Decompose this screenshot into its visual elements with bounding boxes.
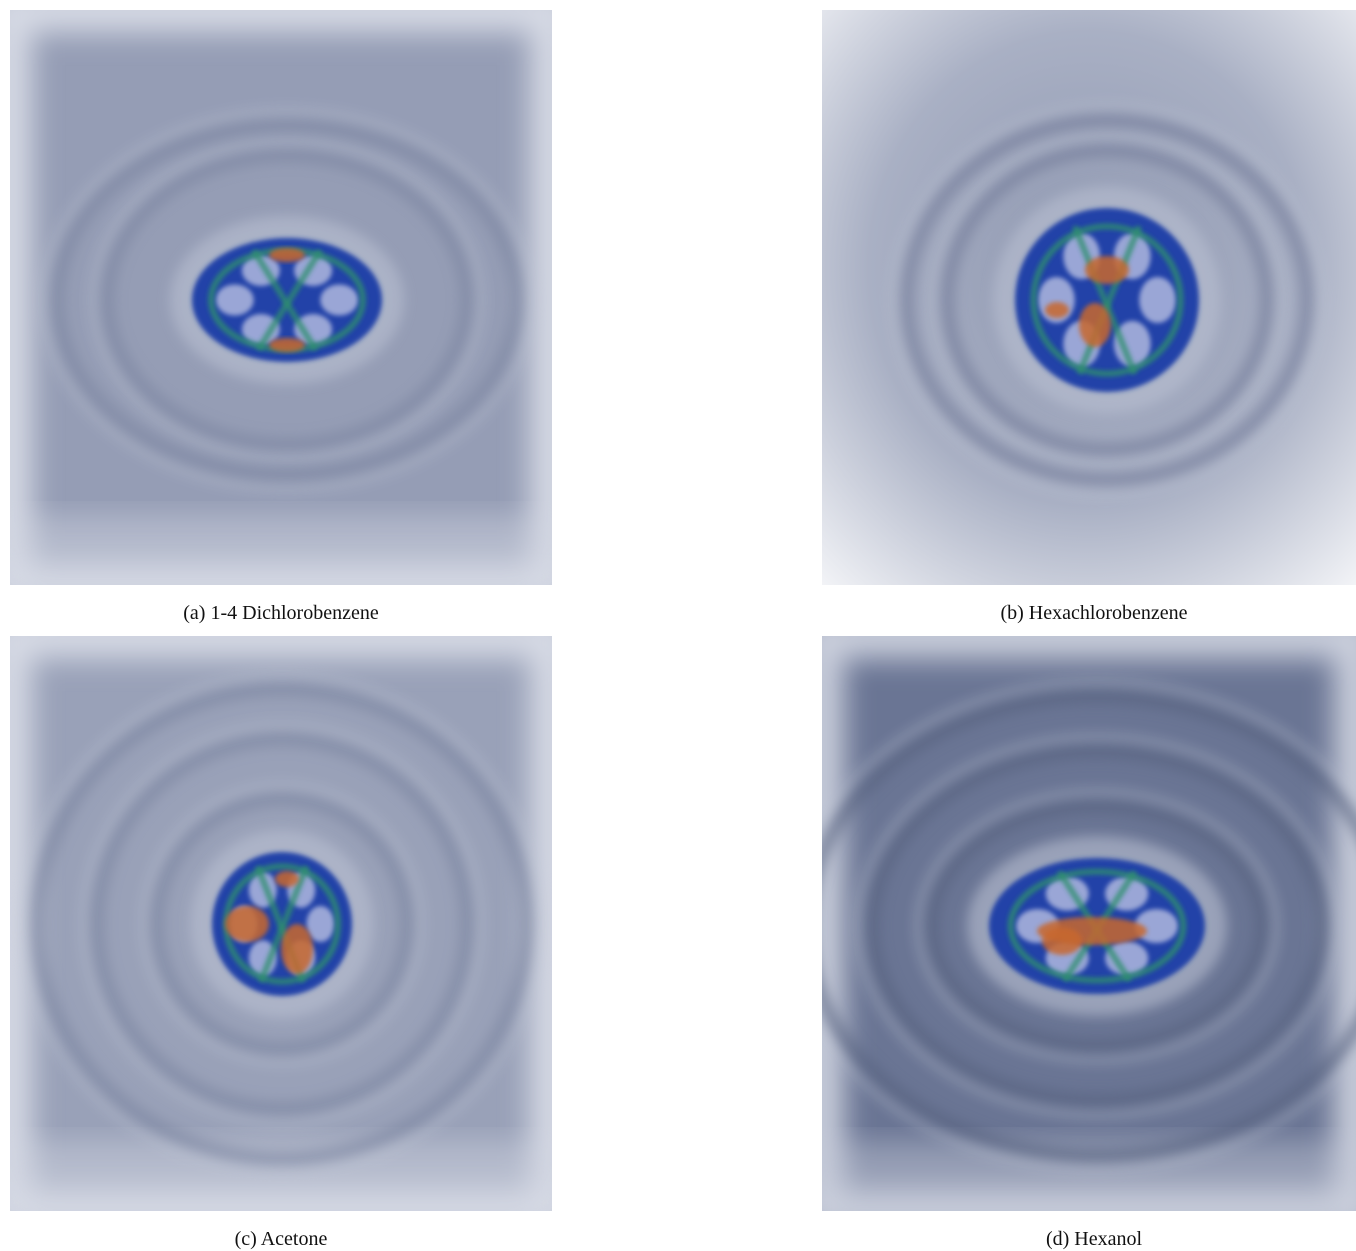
density-peak (1079, 303, 1111, 347)
panel (822, 636, 1356, 1216)
volume-render (10, 10, 552, 585)
density-peak (269, 338, 305, 352)
caption: (d) Hexanol (894, 1227, 1294, 1251)
caption: (a) 1-4 Dichlorobenzene (81, 601, 481, 625)
density-peak (269, 248, 305, 262)
density-peak (225, 906, 269, 942)
figure-page: (a) 1-4 Dichlorobenzene (b) Hexachlorobe… (0, 0, 1356, 1249)
density-peak (275, 871, 299, 887)
density-peak (281, 924, 313, 974)
cavity (216, 285, 254, 316)
density-peak (1085, 256, 1129, 284)
density-peak (1042, 927, 1082, 955)
frame-edge (10, 515, 552, 585)
panel (10, 636, 552, 1216)
caption: (c) Acetone (81, 1227, 481, 1251)
volume-render (822, 10, 1356, 585)
panel (822, 10, 1356, 590)
volume-render (10, 636, 552, 1211)
volume-render (822, 636, 1356, 1211)
cavity (320, 285, 358, 316)
cavity (1139, 277, 1176, 323)
panel (10, 10, 552, 590)
caption: (b) Hexachlorobenzene (894, 601, 1294, 625)
density-peak (1045, 302, 1069, 318)
